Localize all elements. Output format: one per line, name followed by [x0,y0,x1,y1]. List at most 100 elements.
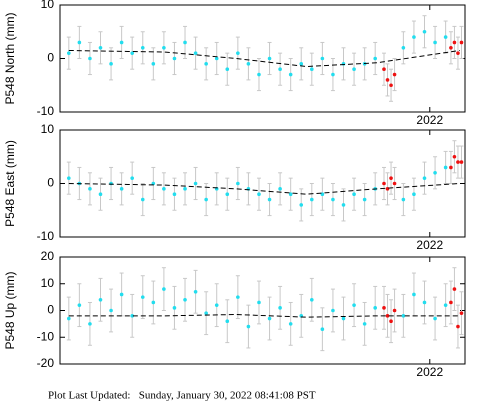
data-point [257,300,261,305]
data-point [88,322,92,326]
trend-line [68,183,460,195]
data-point [331,197,335,202]
plot-frame [59,4,466,113]
data-point [433,171,437,175]
data-point [456,51,460,55]
data-point [382,306,386,310]
data-point [310,67,314,71]
data-point [389,319,393,324]
data-point [299,203,304,207]
data-point [246,62,251,66]
data-point [119,187,124,191]
data-point [341,316,346,321]
data-point [401,314,406,318]
data-point [331,308,335,313]
y-tick-label: -10 [37,104,55,118]
data-point [236,51,240,55]
footer: Plot Last Updated: Sunday, January 30, 2… [48,390,316,402]
data-point [392,181,397,186]
x-tick-label: 2022 [416,365,443,379]
data-point [140,46,145,50]
data-point [288,322,293,326]
y-tick-label: 10 [41,0,55,11]
data-point [456,160,460,164]
trend-line [68,314,460,318]
y-tick-label: 0 [47,51,54,65]
data-point [183,40,187,45]
data-point [225,319,230,324]
data-point [77,303,82,307]
data-point [130,314,134,318]
data-point [151,62,156,66]
data-point [299,62,304,66]
data-point [204,197,208,202]
data-point [320,192,325,196]
data-point [443,35,448,39]
trend-line [68,49,460,68]
data-point [373,56,377,61]
data-point [109,308,113,313]
data-point [77,40,82,45]
y-tick-label: -10 [37,229,55,243]
y-tick-label: 10 [41,122,55,136]
data-point [422,29,427,34]
data-point [225,192,230,196]
data-point [109,181,113,186]
data-point [67,51,71,55]
data-point [449,165,453,170]
data-point [172,192,177,196]
data-point [422,176,427,180]
data-point [382,67,386,71]
data-point [392,72,397,77]
data-point [385,78,390,82]
data-point [401,197,406,202]
data-point [341,203,346,207]
y-tick-label: 20 [41,249,55,263]
y-axis-label: P548 Up (mm) [3,271,17,349]
data-point [452,154,457,159]
y-tick-label: 10 [41,276,55,290]
data-point [225,67,230,71]
data-point [267,197,272,202]
data-point [443,165,448,170]
data-point [278,187,282,191]
plot-frame [59,256,466,365]
data-point [385,314,390,318]
data-point [452,40,457,45]
data-point [88,56,92,61]
data-point [288,192,293,196]
data-point [352,67,356,71]
data-point [389,176,393,180]
data-point [422,300,427,305]
data-point [352,192,356,196]
data-point [449,300,453,305]
data-point [362,322,367,326]
data-point [204,62,208,66]
data-point [257,192,261,196]
data-point [109,62,113,66]
data-point [278,306,282,310]
data-point [214,56,219,61]
data-point [214,303,219,307]
panel: P548 North (mm) -10 0 10 2022 [3,0,466,127]
data-point [193,289,198,294]
data-point [193,51,198,55]
data-point [352,303,356,307]
data-point [119,292,124,297]
data-point [459,40,464,45]
data-point [310,298,314,302]
panel: P548 East (mm) -10 0 10 2022 [3,122,466,252]
data-point [278,67,282,71]
data-point [456,324,460,329]
data-point [389,83,393,88]
data-point [236,295,240,299]
data-point [98,192,103,196]
data-point [204,311,208,315]
data-point [449,46,453,50]
data-point [267,56,272,61]
data-point [412,292,416,297]
data-point [236,181,240,186]
data-point [443,303,448,307]
panel: P548 Up (mm) -20 -10 0 10 20 2022 [3,249,466,379]
